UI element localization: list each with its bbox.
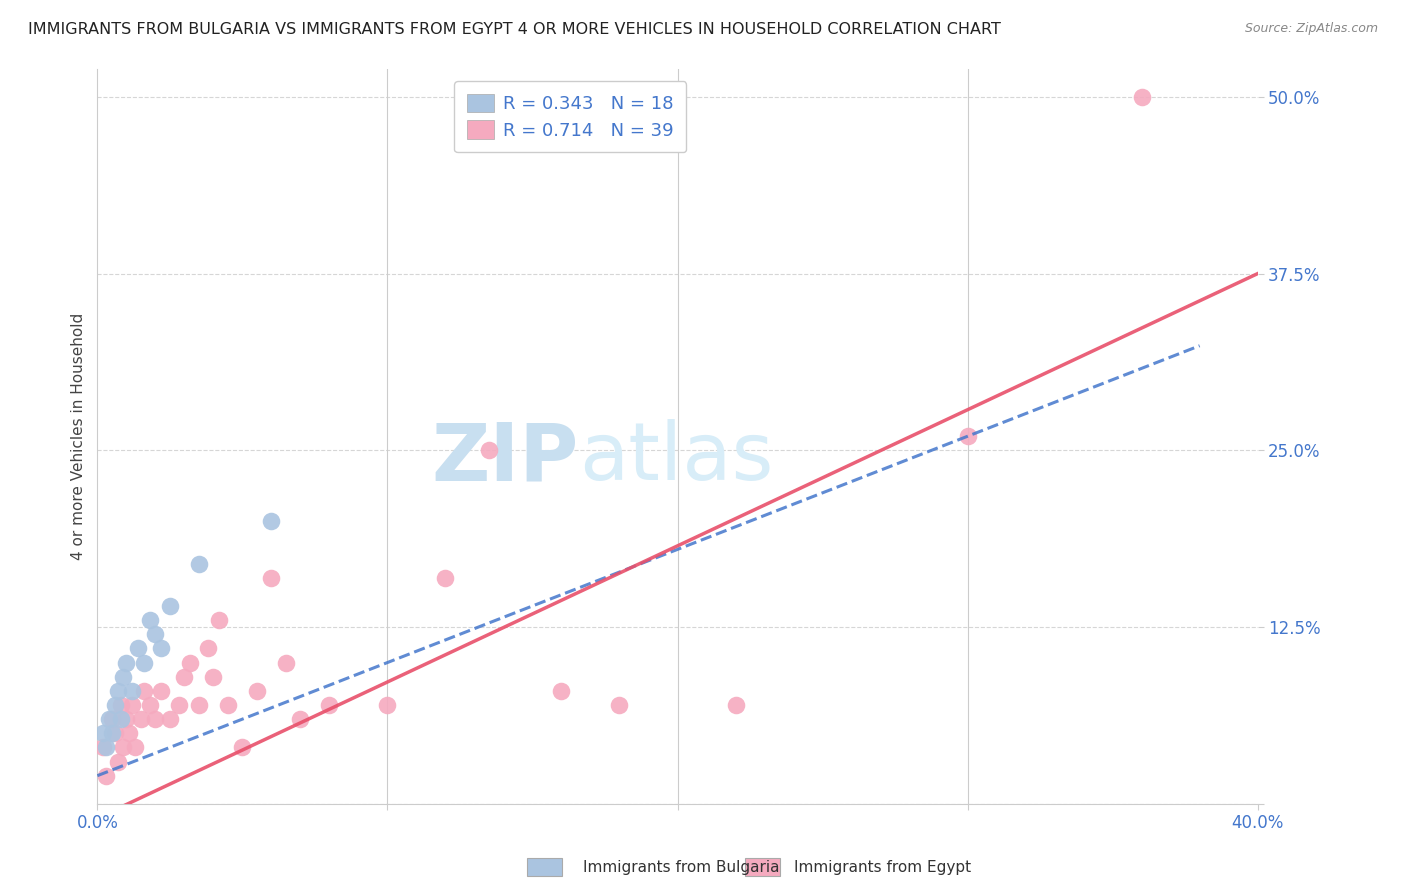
Point (145, 712, 167, 726)
Text: IMMIGRANTS FROM BULGARIA VS IMMIGRANTS FROM EGYPT 4 OR MORE VEHICLES IN HOUSEHOL: IMMIGRANTS FROM BULGARIA VS IMMIGRANTS F… (28, 22, 1001, 37)
Point (197, 641, 219, 656)
Point (260, 514, 283, 528)
Point (202, 670, 225, 684)
Point (94, 740, 117, 755)
Point (318, 698, 340, 712)
Point (179, 656, 201, 670)
Point (115, 712, 138, 726)
Point (167, 698, 190, 712)
Point (478, 443, 501, 458)
Point (246, 683, 269, 698)
Text: Immigrants from Egypt: Immigrants from Egypt (794, 860, 972, 874)
Y-axis label: 4 or more Vehicles in Household: 4 or more Vehicles in Household (72, 312, 86, 560)
Point (129, 712, 152, 726)
Point (97, 712, 120, 726)
Point (550, 683, 572, 698)
Point (94, 769, 117, 783)
Point (187, 698, 209, 712)
Point (159, 599, 181, 613)
Point (121, 698, 143, 712)
Point (124, 740, 146, 755)
Point (112, 740, 135, 755)
Point (290, 712, 312, 726)
Point (132, 656, 155, 670)
Point (150, 641, 173, 656)
Point (101, 726, 124, 740)
Point (274, 656, 297, 670)
Point (107, 755, 129, 769)
Point (260, 571, 283, 585)
Point (138, 613, 160, 627)
Point (1130, 90, 1153, 104)
Point (104, 726, 127, 740)
Point (110, 698, 132, 712)
Point (231, 740, 253, 755)
Point (112, 670, 135, 684)
Point (132, 683, 155, 698)
Point (91, 740, 114, 755)
Point (150, 683, 173, 698)
Point (159, 712, 181, 726)
Text: ZIP: ZIP (432, 419, 579, 498)
Point (118, 726, 141, 740)
Point (377, 698, 399, 712)
Point (217, 698, 239, 712)
Point (101, 712, 124, 726)
Point (724, 698, 747, 712)
Point (127, 641, 149, 656)
Legend: R = 0.343   N = 18, R = 0.714   N = 39: R = 0.343 N = 18, R = 0.714 N = 39 (454, 81, 686, 153)
Point (121, 683, 143, 698)
Point (208, 613, 231, 627)
Point (110, 712, 132, 726)
Point (138, 698, 160, 712)
Point (91, 726, 114, 740)
Point (145, 627, 167, 641)
Text: atlas: atlas (579, 419, 773, 498)
Point (104, 698, 127, 712)
Text: Source: ZipAtlas.com: Source: ZipAtlas.com (1244, 22, 1378, 36)
Point (107, 683, 129, 698)
Point (956, 429, 979, 443)
Text: Immigrants from Bulgaria: Immigrants from Bulgaria (583, 860, 780, 874)
Point (173, 670, 195, 684)
Point (187, 557, 209, 571)
Point (115, 656, 138, 670)
Point (609, 698, 631, 712)
Point (434, 571, 457, 585)
